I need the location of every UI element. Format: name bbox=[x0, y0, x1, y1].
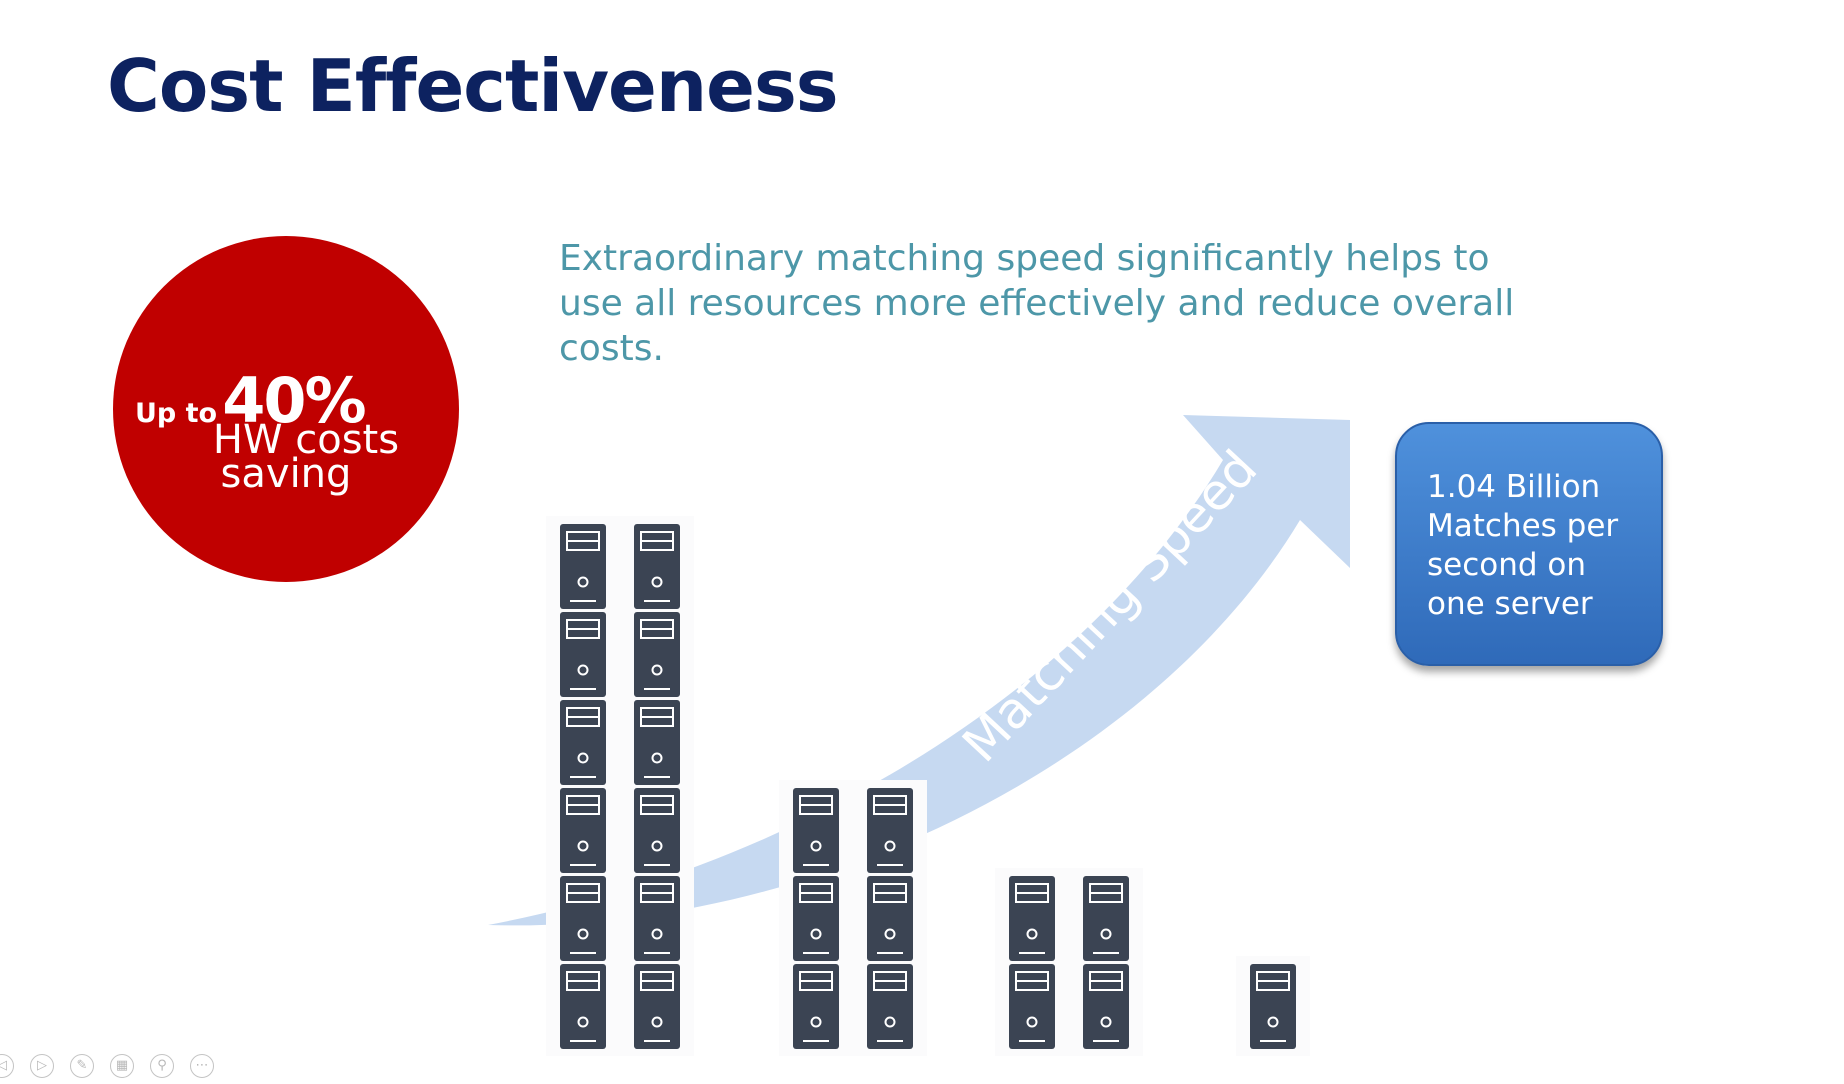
server-icon bbox=[1009, 964, 1055, 1049]
savings-badge: Up to 40% HW costs saving bbox=[113, 236, 459, 582]
callout-line4: one server bbox=[1427, 586, 1593, 622]
callout-box: 1.04 Billion Matches per second on one s… bbox=[1395, 422, 1663, 666]
zoom-icon[interactable]: ⚲ bbox=[150, 1054, 174, 1078]
server-icon bbox=[560, 524, 606, 609]
next-icon[interactable]: ▷ bbox=[30, 1054, 54, 1078]
server-icon bbox=[560, 612, 606, 697]
server-icon bbox=[634, 876, 680, 961]
server-icon bbox=[560, 964, 606, 1049]
server-icon bbox=[560, 700, 606, 785]
server-icon bbox=[1009, 876, 1055, 961]
server-icon bbox=[793, 964, 839, 1049]
server-icon bbox=[867, 876, 913, 961]
slide-title: Cost Effectiveness bbox=[107, 44, 839, 128]
server-icon bbox=[634, 700, 680, 785]
server-icon bbox=[1250, 964, 1296, 1049]
server-icon bbox=[793, 788, 839, 873]
server-icon bbox=[867, 788, 913, 873]
more-icon[interactable]: ⋯ bbox=[190, 1054, 214, 1078]
badge-line1: HW costs bbox=[212, 417, 400, 463]
callout-line3: second on bbox=[1427, 547, 1587, 583]
slides-icon[interactable]: ▦ bbox=[110, 1054, 134, 1078]
badge-prefix: Up to bbox=[135, 398, 218, 429]
badge-line2: saving bbox=[220, 451, 352, 497]
server-icon bbox=[634, 524, 680, 609]
server-icon bbox=[1083, 876, 1129, 961]
server-icon bbox=[560, 788, 606, 873]
callout-line2: Matches per bbox=[1427, 508, 1619, 544]
server-icon bbox=[634, 964, 680, 1049]
server-icon bbox=[560, 876, 606, 961]
server-icon bbox=[1083, 964, 1129, 1049]
callout-line1: 1.04 Billion bbox=[1427, 469, 1601, 505]
description-text: Extraordinary matching speed significant… bbox=[559, 238, 1515, 369]
pen-icon[interactable]: ✎ bbox=[70, 1054, 94, 1078]
server-icon bbox=[867, 964, 913, 1049]
server-icon bbox=[634, 612, 680, 697]
badge-percent: 40% bbox=[222, 364, 366, 437]
server-icon bbox=[634, 788, 680, 873]
server-icon bbox=[793, 876, 839, 961]
